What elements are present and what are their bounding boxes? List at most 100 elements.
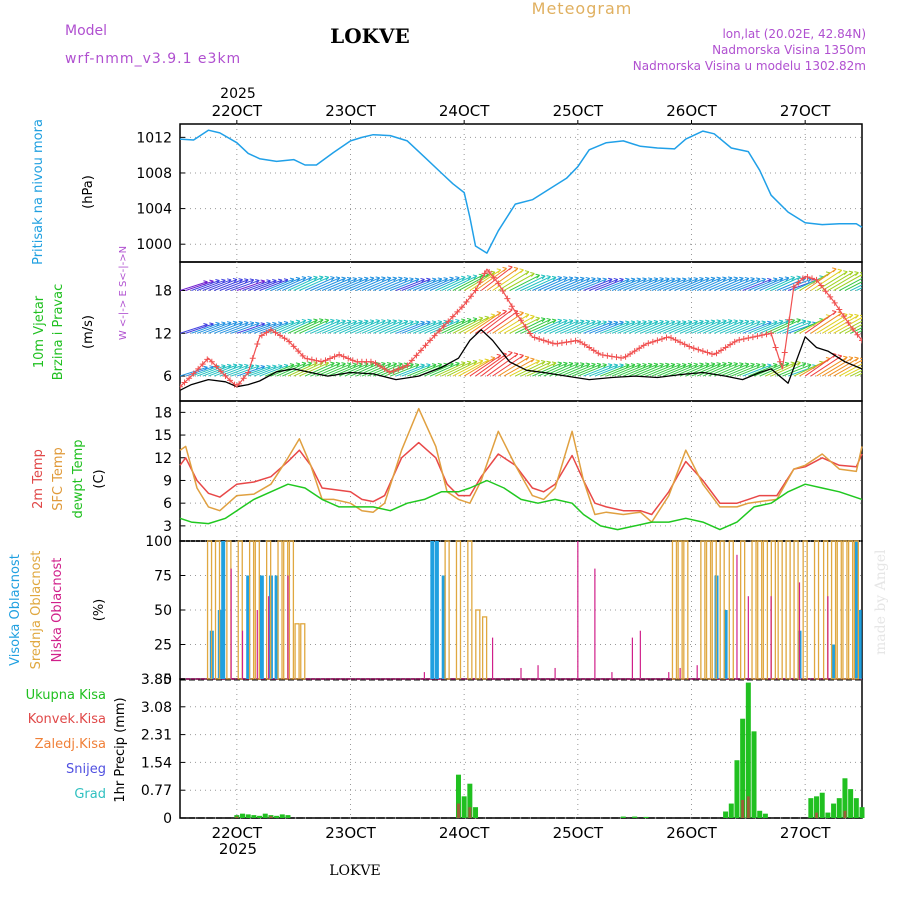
wind-arrow-head bbox=[602, 363, 607, 366]
wind-arrow bbox=[810, 269, 842, 291]
wind-arrow-head bbox=[409, 362, 414, 365]
wind-arrow-head bbox=[750, 362, 755, 365]
wind-arrow-head bbox=[525, 314, 530, 318]
wind-arrow bbox=[765, 362, 795, 377]
cloud-high-label: Visoka Oblacnost bbox=[8, 554, 23, 666]
wind-arrow-head bbox=[739, 362, 744, 365]
cloud-bar-mid bbox=[719, 540, 725, 680]
wind-arrow-head bbox=[244, 279, 249, 284]
wind-arrow-head bbox=[319, 276, 324, 281]
wind-arrow bbox=[696, 277, 727, 291]
wind-arrow bbox=[532, 319, 562, 334]
wind-arrow-head bbox=[871, 360, 875, 361]
top-date-label: 23OCT bbox=[325, 102, 376, 120]
wind-arrow-head bbox=[710, 276, 715, 279]
wind-arrow-head bbox=[647, 320, 653, 323]
wind-arrow bbox=[469, 312, 502, 334]
wind-arrow-head bbox=[421, 321, 425, 326]
wind-arrow-head bbox=[580, 277, 585, 282]
wind-arrow bbox=[770, 319, 801, 334]
wind-arrow-head bbox=[790, 275, 795, 278]
wind-arrow-head bbox=[631, 364, 636, 368]
wind-arrow-head bbox=[837, 354, 842, 357]
wind-arrow-head bbox=[806, 320, 812, 323]
wind-arrow-head bbox=[438, 278, 443, 283]
wind-arrow-head bbox=[762, 321, 766, 326]
wind-arrow bbox=[401, 278, 431, 291]
wind-arrow bbox=[776, 320, 807, 334]
wind-arrow bbox=[691, 277, 721, 291]
wind-arrow-head bbox=[876, 318, 880, 319]
wind-arrow bbox=[282, 319, 312, 334]
wind-arrow-head bbox=[648, 321, 653, 325]
wind-arrow bbox=[850, 284, 862, 291]
wind-arrow-head bbox=[575, 363, 579, 367]
wind-arrow-head bbox=[700, 363, 704, 368]
wind-arrow bbox=[765, 319, 795, 334]
wind-arrow bbox=[384, 321, 414, 334]
wind-arrow-head bbox=[687, 277, 692, 280]
wind-arrow-head bbox=[871, 274, 875, 275]
pres-frame bbox=[179, 123, 863, 263]
wind-arrow-head bbox=[438, 364, 443, 368]
wind-arrow-head bbox=[473, 318, 478, 323]
wind-arrow bbox=[543, 277, 574, 291]
wind-arrow bbox=[714, 277, 744, 291]
wind-arrow bbox=[600, 321, 630, 334]
cloud-bar-mid bbox=[757, 540, 763, 680]
wind-arrow bbox=[219, 279, 249, 291]
wind-arrow-head bbox=[250, 279, 255, 284]
wind-arrow-head bbox=[797, 276, 801, 281]
wind-arrow-head bbox=[455, 277, 460, 282]
wind-arrow bbox=[441, 318, 472, 334]
wind-arrow bbox=[248, 365, 277, 377]
panels bbox=[179, 123, 863, 819]
wind-arrow-head bbox=[557, 276, 562, 278]
wind-arrow-head bbox=[525, 271, 530, 276]
wind-arrow-head bbox=[426, 364, 431, 369]
cloud-bar-high bbox=[430, 541, 435, 679]
wind-arrow-head bbox=[520, 269, 524, 274]
wind-arrow-head bbox=[336, 277, 341, 282]
wind-arrow-head bbox=[744, 276, 749, 279]
wind-arrow-head bbox=[676, 320, 681, 323]
wind-arrow-head bbox=[503, 310, 507, 315]
wind-arrow-head bbox=[346, 319, 352, 322]
wind-arrow-head bbox=[722, 319, 727, 322]
wind-arrow-head bbox=[375, 319, 380, 322]
bottom-date-label: 24OCT bbox=[439, 824, 490, 842]
wind-arrow-head bbox=[421, 364, 425, 369]
wind-arrow bbox=[407, 364, 437, 377]
wind-arrow-head bbox=[551, 361, 557, 364]
wind-arrow-head bbox=[525, 356, 530, 361]
wind-arrow bbox=[543, 320, 574, 334]
wind-arrow-head bbox=[466, 360, 472, 363]
wind-arrow bbox=[475, 353, 507, 377]
wind-arrow bbox=[429, 362, 460, 377]
wind-arrow bbox=[441, 276, 472, 291]
wind-arrow-head bbox=[654, 321, 659, 325]
wind-arrow bbox=[395, 321, 425, 334]
wind-arrow bbox=[225, 322, 254, 334]
wind-arrow-head bbox=[530, 315, 535, 320]
wind-arrow-head bbox=[591, 277, 596, 280]
wind-arrow bbox=[344, 277, 375, 291]
wind-arrow-head bbox=[791, 277, 796, 281]
wind-arrow bbox=[299, 276, 329, 291]
wind-arrow-head bbox=[643, 278, 647, 283]
wind-arrow-head bbox=[420, 277, 425, 280]
precip-bar-total bbox=[461, 796, 467, 818]
wind-arrow-head bbox=[330, 362, 335, 367]
wind-arrow-head bbox=[705, 320, 710, 325]
wind-arrow-head bbox=[513, 266, 519, 269]
wind-arrow bbox=[816, 314, 848, 334]
wind-arrow-head bbox=[558, 362, 563, 367]
cloud-bar-mid bbox=[853, 540, 859, 680]
cloud-tick-label: 0 bbox=[163, 672, 172, 688]
wind-arrow bbox=[662, 278, 693, 291]
wind-arrow-head bbox=[676, 362, 681, 365]
wind-arrow bbox=[265, 321, 295, 334]
wind-arrow-head bbox=[688, 278, 693, 283]
wind-arrow-head bbox=[613, 363, 618, 366]
pressure-tick-label: 1008 bbox=[136, 166, 172, 182]
